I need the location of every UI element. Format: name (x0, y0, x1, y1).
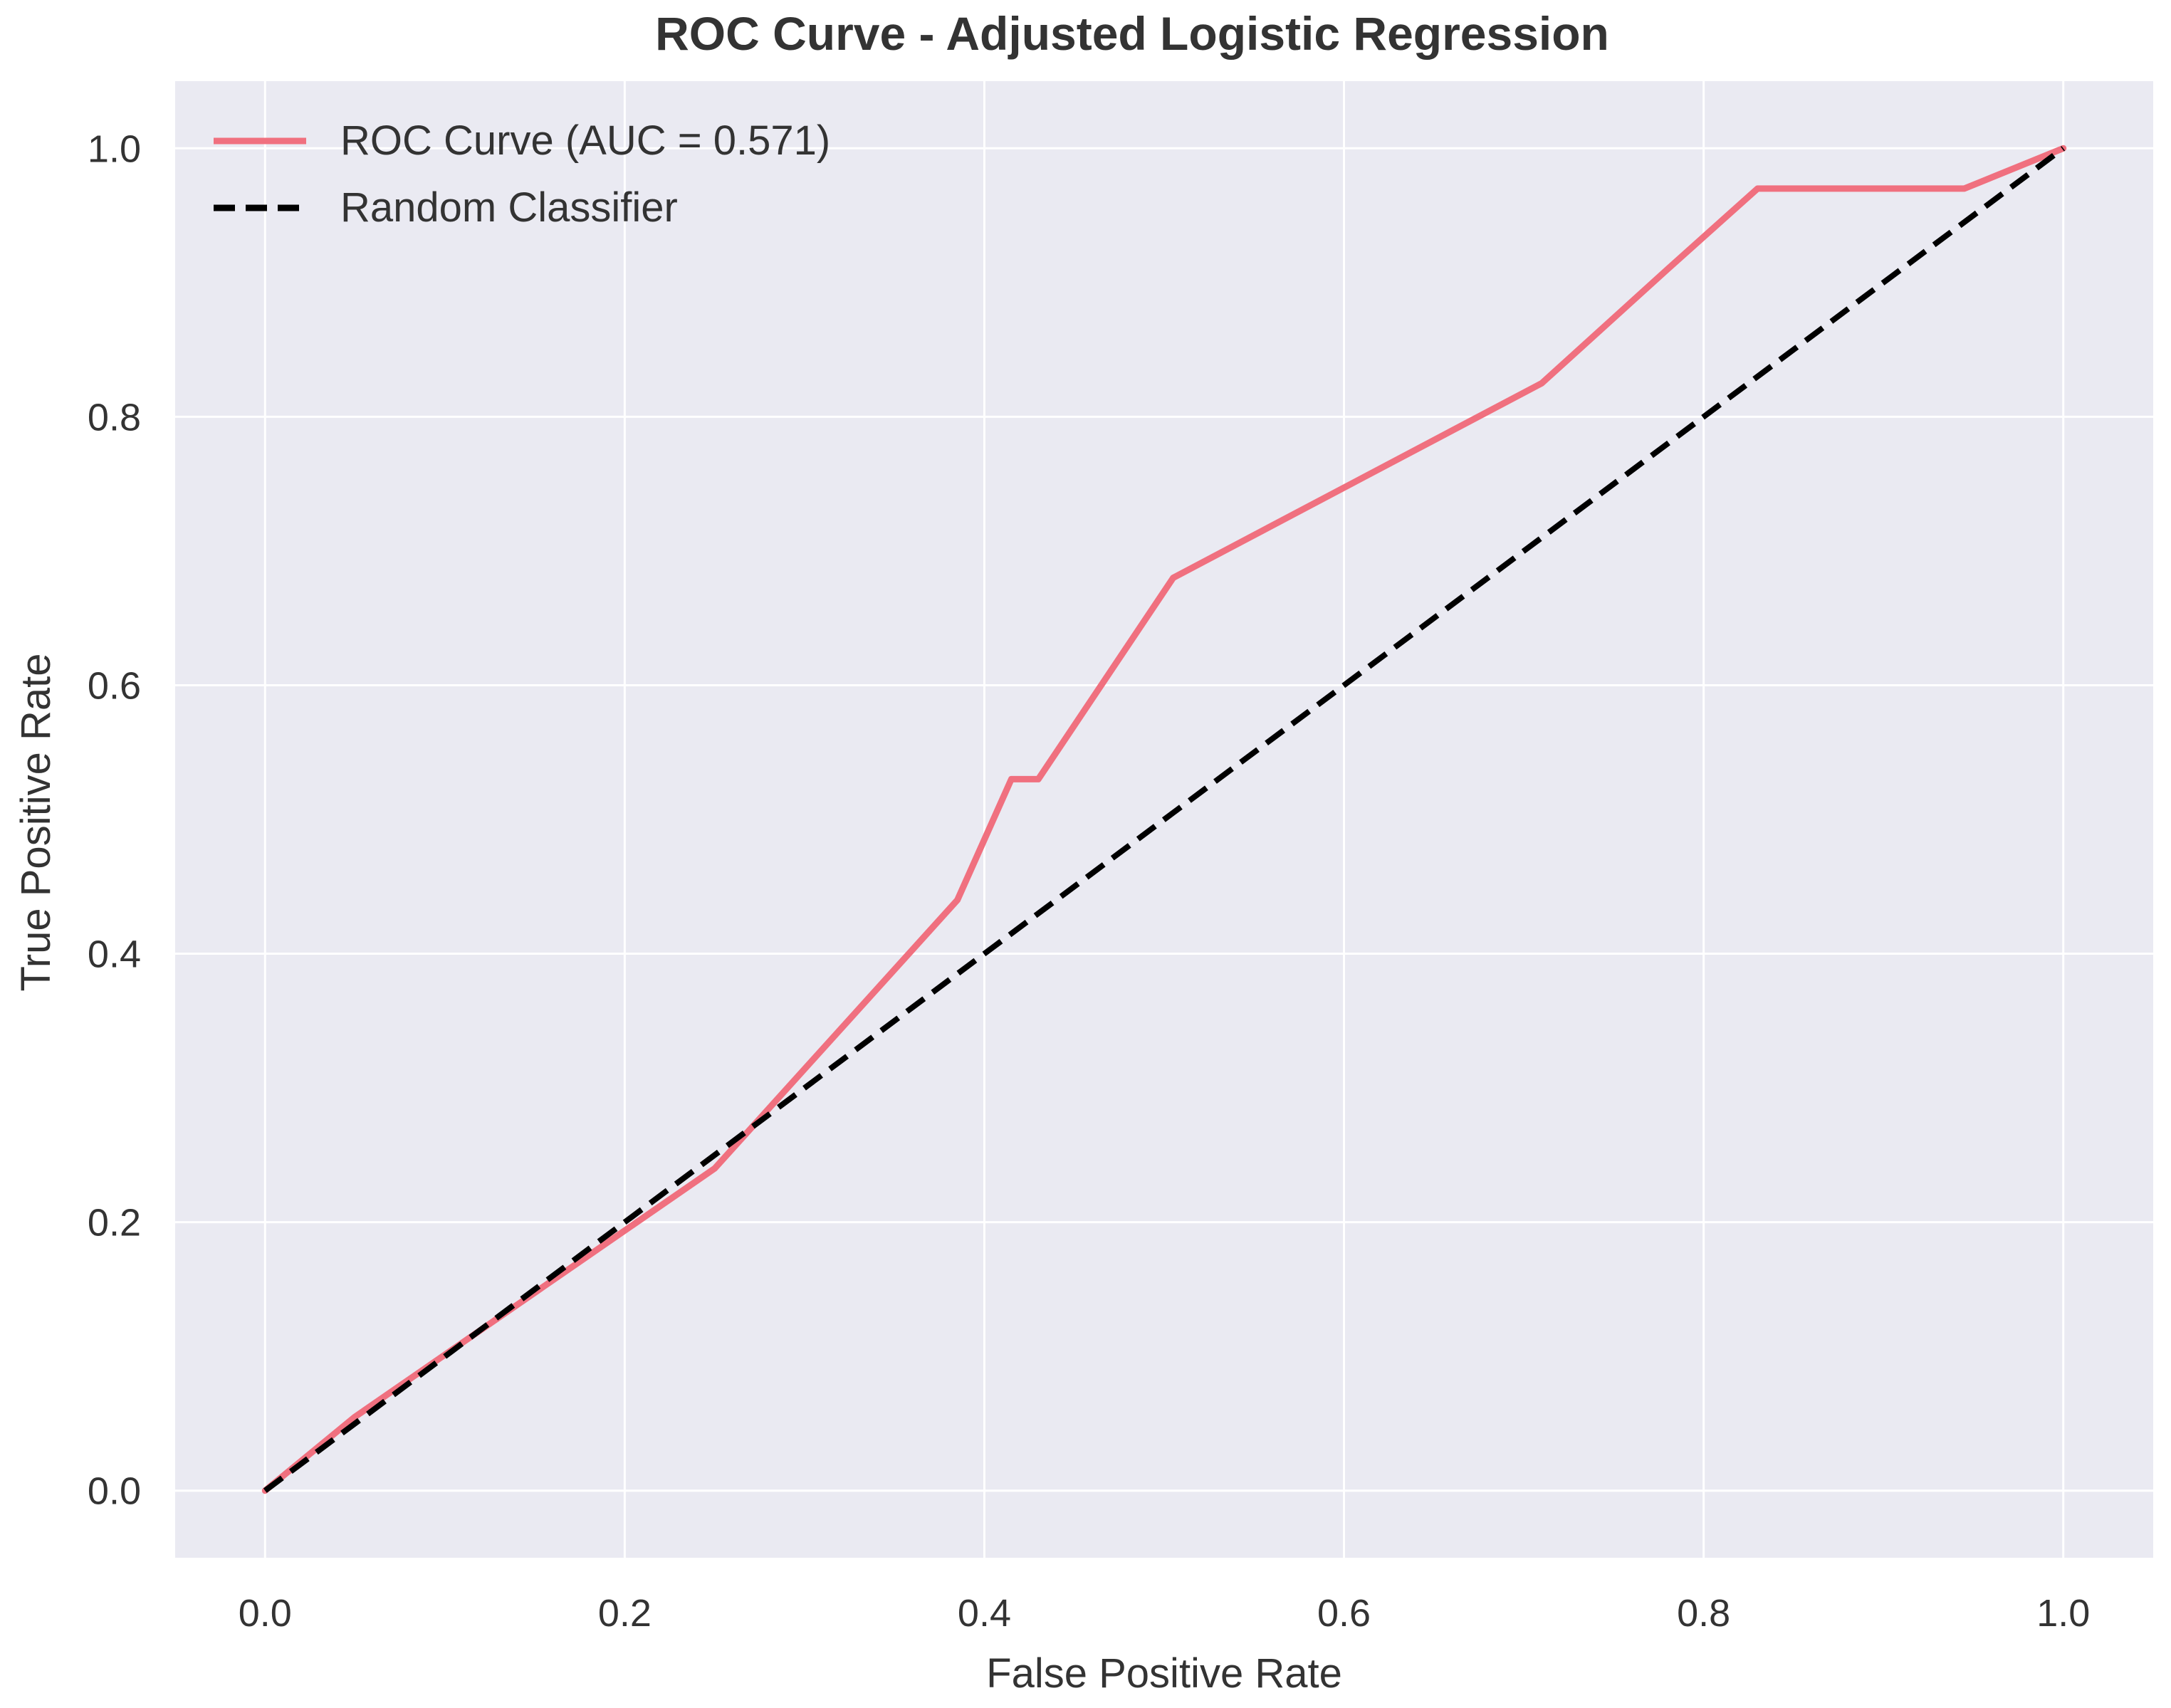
x-tick-labels: 0.0 0.2 0.4 0.6 0.8 1.0 (239, 1592, 2091, 1635)
y-tick-label: 1.0 (88, 127, 141, 170)
y-tick-label: 0.4 (88, 933, 141, 976)
x-tick-label: 0.4 (958, 1592, 1011, 1635)
y-tick-labels: 0.0 0.2 0.4 0.6 0.8 1.0 (88, 127, 141, 1512)
y-tick-label: 0.8 (88, 396, 141, 439)
x-tick-label: 0.2 (598, 1592, 652, 1635)
random-classifier-line (263, 146, 2066, 1493)
chart-title: ROC Curve - Adjusted Logistic Regression (655, 7, 1609, 60)
x-axis-label: False Positive Rate (986, 1650, 1342, 1697)
y-tick-label: 0.6 (88, 664, 141, 707)
legend-label-roc: ROC Curve (AUC = 0.571) (340, 117, 830, 164)
y-tick-label: 0.0 (88, 1470, 141, 1513)
x-tick-label: 0.8 (1677, 1592, 1730, 1635)
roc-curve-line (261, 145, 2067, 1494)
x-tick-label: 0.6 (1317, 1592, 1371, 1635)
x-tick-label: 1.0 (2036, 1592, 2090, 1635)
y-tick-label: 0.2 (88, 1202, 141, 1245)
y-axis-label: True Positive Rate (13, 654, 59, 992)
x-tick-label: 0.0 (239, 1592, 292, 1635)
legend: ROC Curve (AUC = 0.571) Random Classifie… (214, 117, 830, 231)
y-gridlines (175, 147, 2153, 1492)
series-layer (261, 145, 2067, 1494)
x-gridlines (263, 81, 2065, 1558)
legend-label-random: Random Classifier (340, 184, 678, 231)
